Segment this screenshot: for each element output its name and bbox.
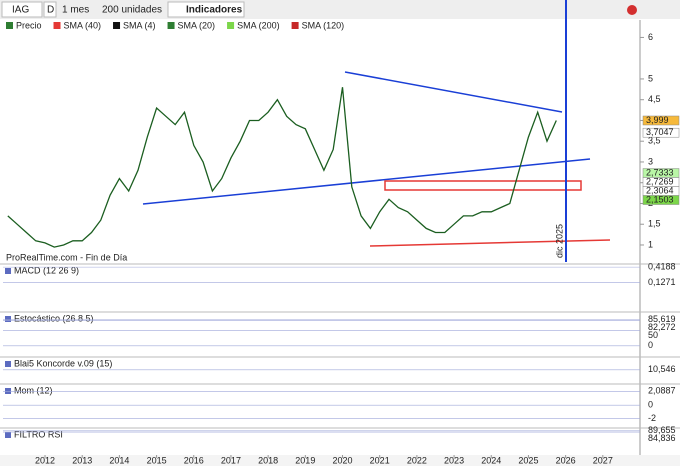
- value-badge: [642, 195, 680, 205]
- panel-title: Mom (12): [14, 385, 53, 395]
- legend-label: SMA (120): [302, 20, 345, 30]
- panel-tick-label: 10,546: [648, 364, 676, 374]
- y-tick-label: 5: [648, 73, 653, 83]
- panel-title-bg: [3, 430, 103, 440]
- x-tick-label: 2021: [370, 455, 390, 465]
- x-tick-label: 2012: [35, 455, 55, 465]
- y-tick-label: 3: [648, 156, 653, 166]
- period-short-box[interactable]: [43, 1, 57, 18]
- value-badge: [642, 127, 680, 138]
- panel-tick-label: 82,272: [648, 322, 676, 332]
- y-tick-label: 3,5: [648, 136, 661, 146]
- x-tick-label: 2013: [72, 455, 92, 465]
- date-marker-label: dic 2025: [554, 224, 564, 258]
- panel-icon: [5, 388, 11, 394]
- x-tick-label: 2025: [518, 455, 538, 465]
- x-tick-label: 2015: [147, 455, 167, 465]
- y-tick-label: 1: [648, 239, 653, 249]
- x-tick-label: 2014: [109, 455, 129, 465]
- y-tick-label: 1,5: [648, 219, 661, 229]
- panel-title: FILTRO RSI: [14, 429, 63, 439]
- x-tick-label: 2017: [221, 455, 241, 465]
- x-tick-label: 2022: [407, 455, 427, 465]
- trendline: [142, 158, 591, 205]
- panel-tick-label: 2,0887: [648, 386, 676, 396]
- panel-tick-label: 85,619: [648, 314, 676, 324]
- panel-icon: [5, 268, 11, 274]
- legend-label: SMA (20): [178, 20, 216, 30]
- y-tick-label: 4,5: [648, 94, 661, 104]
- value-badge-label: 2,1503: [646, 194, 674, 204]
- x-axis: [0, 455, 680, 466]
- legend-swatch: [291, 22, 299, 29]
- legend-swatch: [167, 22, 175, 29]
- value-badge-label: 2,7333: [646, 167, 674, 177]
- panel-title-bg: [3, 386, 103, 396]
- x-tick-label: 2026: [556, 455, 576, 465]
- panel-title: MACD (12 26 9): [14, 265, 79, 275]
- panel-icon: [5, 432, 11, 438]
- x-tick-label: 2027: [593, 455, 613, 465]
- panel-title-bg: [3, 314, 103, 324]
- alert-icon[interactable]: [627, 5, 637, 15]
- legend-swatch: [6, 22, 13, 29]
- panel-icon: [5, 361, 11, 367]
- panel-icon: [5, 316, 11, 322]
- period[interactable]: 1 mes: [62, 5, 89, 16]
- panel-title: Blai5 Koncorde v.09 (15): [14, 358, 112, 368]
- panel-tick-label: -2: [648, 413, 656, 423]
- support-line: [369, 239, 611, 247]
- panel-tick-label: 0,1271: [648, 277, 676, 287]
- legend-swatch: [53, 22, 61, 29]
- panel-title-bg: [3, 266, 103, 276]
- symbol[interactable]: IAG: [12, 5, 29, 16]
- legend-label: SMA (200): [237, 20, 280, 30]
- y-tick-label: 6: [648, 32, 653, 42]
- panel-tick-label: 0,4188: [648, 261, 676, 271]
- period-short[interactable]: D: [47, 5, 54, 16]
- panel-tick-label: 0: [648, 400, 653, 410]
- value-badge: [642, 115, 680, 126]
- x-tick-label: 2023: [444, 455, 464, 465]
- panel-tick-label: 0: [648, 340, 653, 350]
- value-badge-label: 2,3064: [646, 185, 674, 195]
- x-tick-label: 2020: [332, 455, 352, 465]
- indicators-box[interactable]: [167, 1, 245, 18]
- legend-label: Precio: [16, 20, 42, 30]
- trendline: [344, 71, 563, 113]
- x-tick-label: 2024: [481, 455, 501, 465]
- panel-tick-label: 50: [648, 330, 658, 340]
- units[interactable]: 200 unidades: [102, 5, 162, 16]
- zone-box: [384, 180, 582, 191]
- legend-label: SMA (40): [64, 20, 102, 30]
- legend-label: SMA (4): [123, 20, 156, 30]
- panel-title: Estocástico (26 8 5): [14, 313, 94, 323]
- panel-tick-label: 84,836: [648, 433, 676, 443]
- symbol-box[interactable]: [1, 1, 43, 18]
- source: ProRealTime.com - Fin de Día: [6, 252, 127, 262]
- legend-swatch: [113, 22, 121, 29]
- legend-swatch: [227, 22, 235, 29]
- value-badge-label: 3,7047: [646, 127, 674, 137]
- price-line: [7, 87, 557, 248]
- value-badge-label: 2,7269: [646, 176, 674, 186]
- value-badge-label: 3,999: [646, 115, 669, 125]
- x-tick-label: 2019: [295, 455, 315, 465]
- x-tick-label: 2016: [184, 455, 204, 465]
- panel-title-bg: [3, 359, 103, 369]
- indicators[interactable]: Indicadores: [186, 5, 243, 16]
- panel-tick-label: 89,655: [648, 425, 676, 435]
- x-tick-label: 2018: [258, 455, 278, 465]
